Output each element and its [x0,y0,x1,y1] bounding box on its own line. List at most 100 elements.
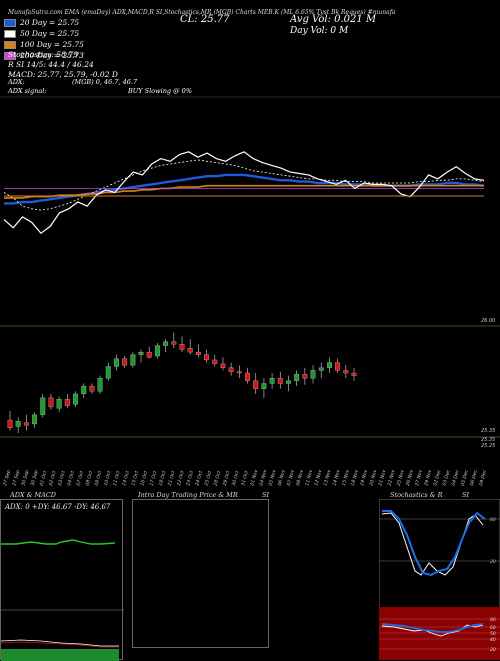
candle-body [81,385,87,395]
candle-body [7,419,13,429]
date-label: 20 Nov [368,469,378,487]
legend-label-50: 50 Day = 25.75 [20,28,80,38]
stoch-axis-80: 80 [490,517,496,523]
candle-body [122,358,128,366]
candle [343,365,349,379]
date-label: 30 Sep [30,469,40,486]
date-label: 04 Oct [66,470,76,486]
candle-body [302,374,308,379]
ema-series-1 [3,159,485,211]
date-label: 23 Oct [185,470,195,486]
legend-row-50: 50 Day = 25.75 [4,28,84,39]
candle-body [269,378,275,384]
date-label: 16 Oct [139,470,149,486]
date-label: 24 Oct [194,470,204,486]
candle [32,412,38,428]
candle [171,332,177,349]
candle-body [114,358,119,367]
candle-body [171,341,177,345]
candle-body [179,344,185,350]
macd-value: MACD: 25.77, 25.79, -0.02 D [8,70,118,79]
intraday-panel [132,499,269,648]
rsi-background [379,607,500,660]
candle [163,339,169,353]
candle-body [228,367,234,372]
adx-panel-svg [1,539,124,661]
date-label: 01 Nov [249,469,259,487]
candle [48,393,54,410]
candle [277,371,283,389]
date-label: 29 Nov [423,469,433,487]
date-label: 07 Nov [286,469,296,487]
date-label: 06 Dec [469,469,479,487]
candle-body [89,385,95,392]
date-label: 22 Nov [387,469,397,487]
candle-body [294,374,300,381]
candle-body [286,380,291,384]
candle [286,375,291,392]
price-bottom-label-3: 25.25 [481,443,495,449]
date-label: 09 Dec [478,469,488,487]
rsi-axis-80: 80 [490,617,496,623]
date-label: 04 Dec [451,469,461,487]
candle-body [138,351,144,355]
candle [64,393,70,409]
candle [40,393,46,418]
candle [130,352,136,368]
candle-body [154,345,160,357]
rsi-axis-40: 40 [490,637,496,643]
date-label: 27 Nov [414,469,424,487]
date-label: 15 Oct [130,470,140,486]
candle [138,349,144,363]
chart-title: MunafaSutra.com EMA (emaDay) ADX,MACD,R … [8,9,396,16]
date-label: 25 Oct [204,470,214,486]
adx-line [1,539,116,545]
candle [81,383,87,398]
legend-swatch-100 [4,40,16,49]
candle [253,373,259,394]
date-label: 21 Oct [167,470,177,486]
date-label: 14 Oct [121,470,131,486]
candle-body [23,422,29,426]
candle-body [32,414,38,425]
candle [89,383,95,394]
adx-readout: ADX: (MGB) 0, 46.7, 46.7 ADX signal: BUY… [8,78,308,98]
candle-body [48,397,54,408]
legend-swatch-50 [4,29,16,38]
candle-body [146,351,152,358]
rsi-axis-60: 60 [490,625,496,631]
rsi-axis-50: 50 [490,631,496,637]
candle-body [277,378,283,384]
candle [269,373,275,389]
candle-body [220,363,226,368]
candle [220,357,226,371]
candle-body [253,380,259,389]
legend-swatch-200 [4,51,16,60]
date-label: 07 Oct [75,470,85,486]
adx-label: ADX: [8,78,25,86]
date-label: 26 Nov [405,469,415,487]
rsi-signal-line [381,623,484,633]
ema-legend: 20 Day = 25.75 50 Day = 25.75 100 Day = … [4,17,84,61]
date-label: 10 Oct [103,470,113,486]
avg-volume: Avg Vol: 0.021 M [290,14,377,25]
date-label: 30 Oct [231,470,241,486]
main-chart: 26.00 25.35 25.35 25.25 27 Sep 27 Sep 30 S… [0,96,500,487]
price-bottom-label-2: 25.35 [481,437,495,443]
candle [195,344,201,358]
date-label: 18 Oct [158,470,168,486]
candle [326,357,332,374]
date-label: 27 Sep [11,469,21,486]
ema-lines [3,151,485,235]
candle-body [56,398,62,409]
date-label: 01 Oct [39,470,49,486]
date-axis: 27 Sep 27 Sep 30 Sep 30 Sep 01 Oct 02 Oct 03 O… [2,469,488,487]
candle [236,365,242,379]
day-volume: Day Vol: 0 M [290,26,349,36]
candle-body [212,359,218,365]
candle [146,346,152,359]
stoch-si-label: SI [462,491,470,499]
date-label: 02 Dec [432,469,442,487]
close-price: CL: 25.77 [180,14,230,25]
adx-signal-label: ADX signal: [8,87,47,95]
